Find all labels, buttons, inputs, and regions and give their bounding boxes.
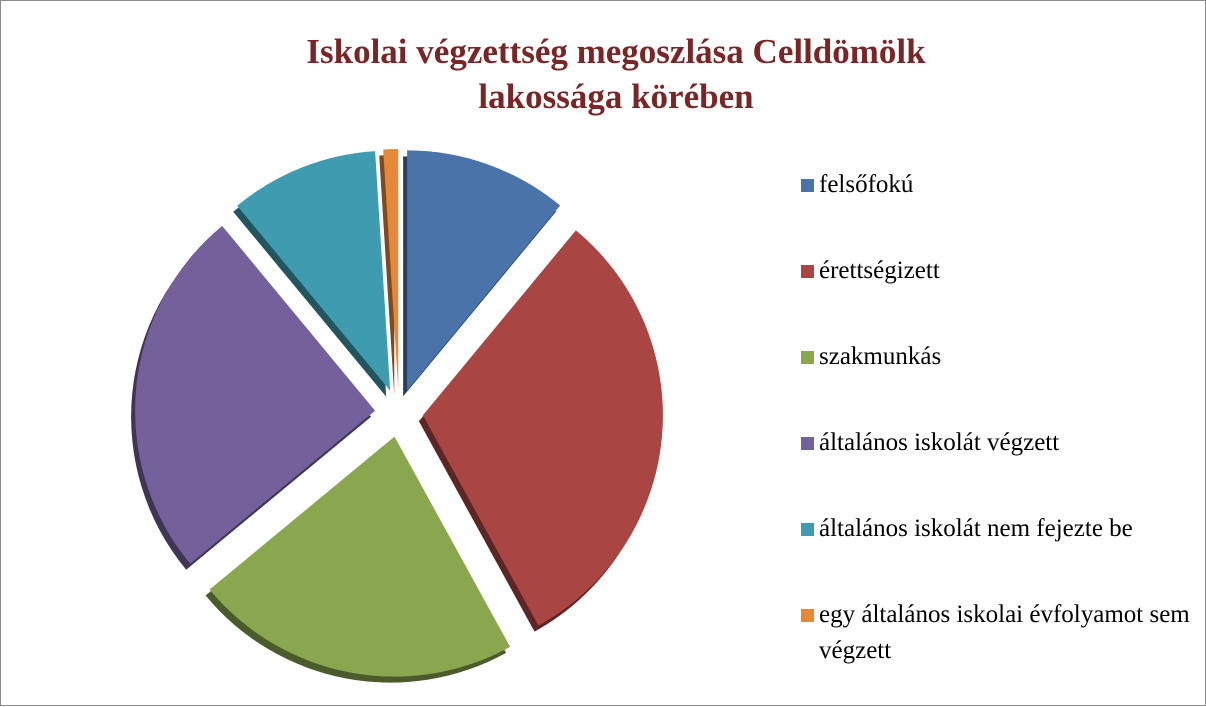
slice	[209, 436, 511, 677]
legend-label: szakmunkás	[819, 343, 942, 370]
legend-item: érettségizett	[801, 253, 1196, 289]
slice	[237, 151, 391, 391]
slice	[407, 150, 561, 391]
legend-label: általános iskolát nem fejezte be	[819, 515, 1133, 542]
legend-item: általános iskolát végzett	[801, 425, 1196, 461]
slice	[422, 230, 663, 626]
legend-swatch	[801, 609, 814, 622]
legend-swatch	[801, 437, 814, 450]
legend-item: általános iskolát nem fejezte be	[801, 511, 1196, 547]
legend-swatch	[801, 265, 814, 278]
chart-title: Iskolai végzettség megoszlása Celldömölk…	[306, 32, 926, 116]
slice	[135, 225, 376, 564]
pie	[131, 149, 663, 683]
legend-swatch	[801, 351, 814, 364]
legend-swatch	[801, 179, 814, 192]
legend-label: érettségizett	[819, 257, 940, 284]
slice	[383, 149, 399, 390]
legend-label: általános iskolát végzett	[819, 429, 1060, 456]
legend-label: egy általános iskolai évfolyamot sem vég…	[819, 601, 1190, 664]
legend-item: szakmunkás	[801, 339, 1196, 375]
legend-item: felsőfokú	[801, 167, 1196, 203]
legend-label: felsőfokú	[819, 171, 914, 198]
legend-swatch	[801, 523, 814, 536]
legend-item: egy általános iskolai évfolyamot sem vég…	[801, 597, 1196, 669]
